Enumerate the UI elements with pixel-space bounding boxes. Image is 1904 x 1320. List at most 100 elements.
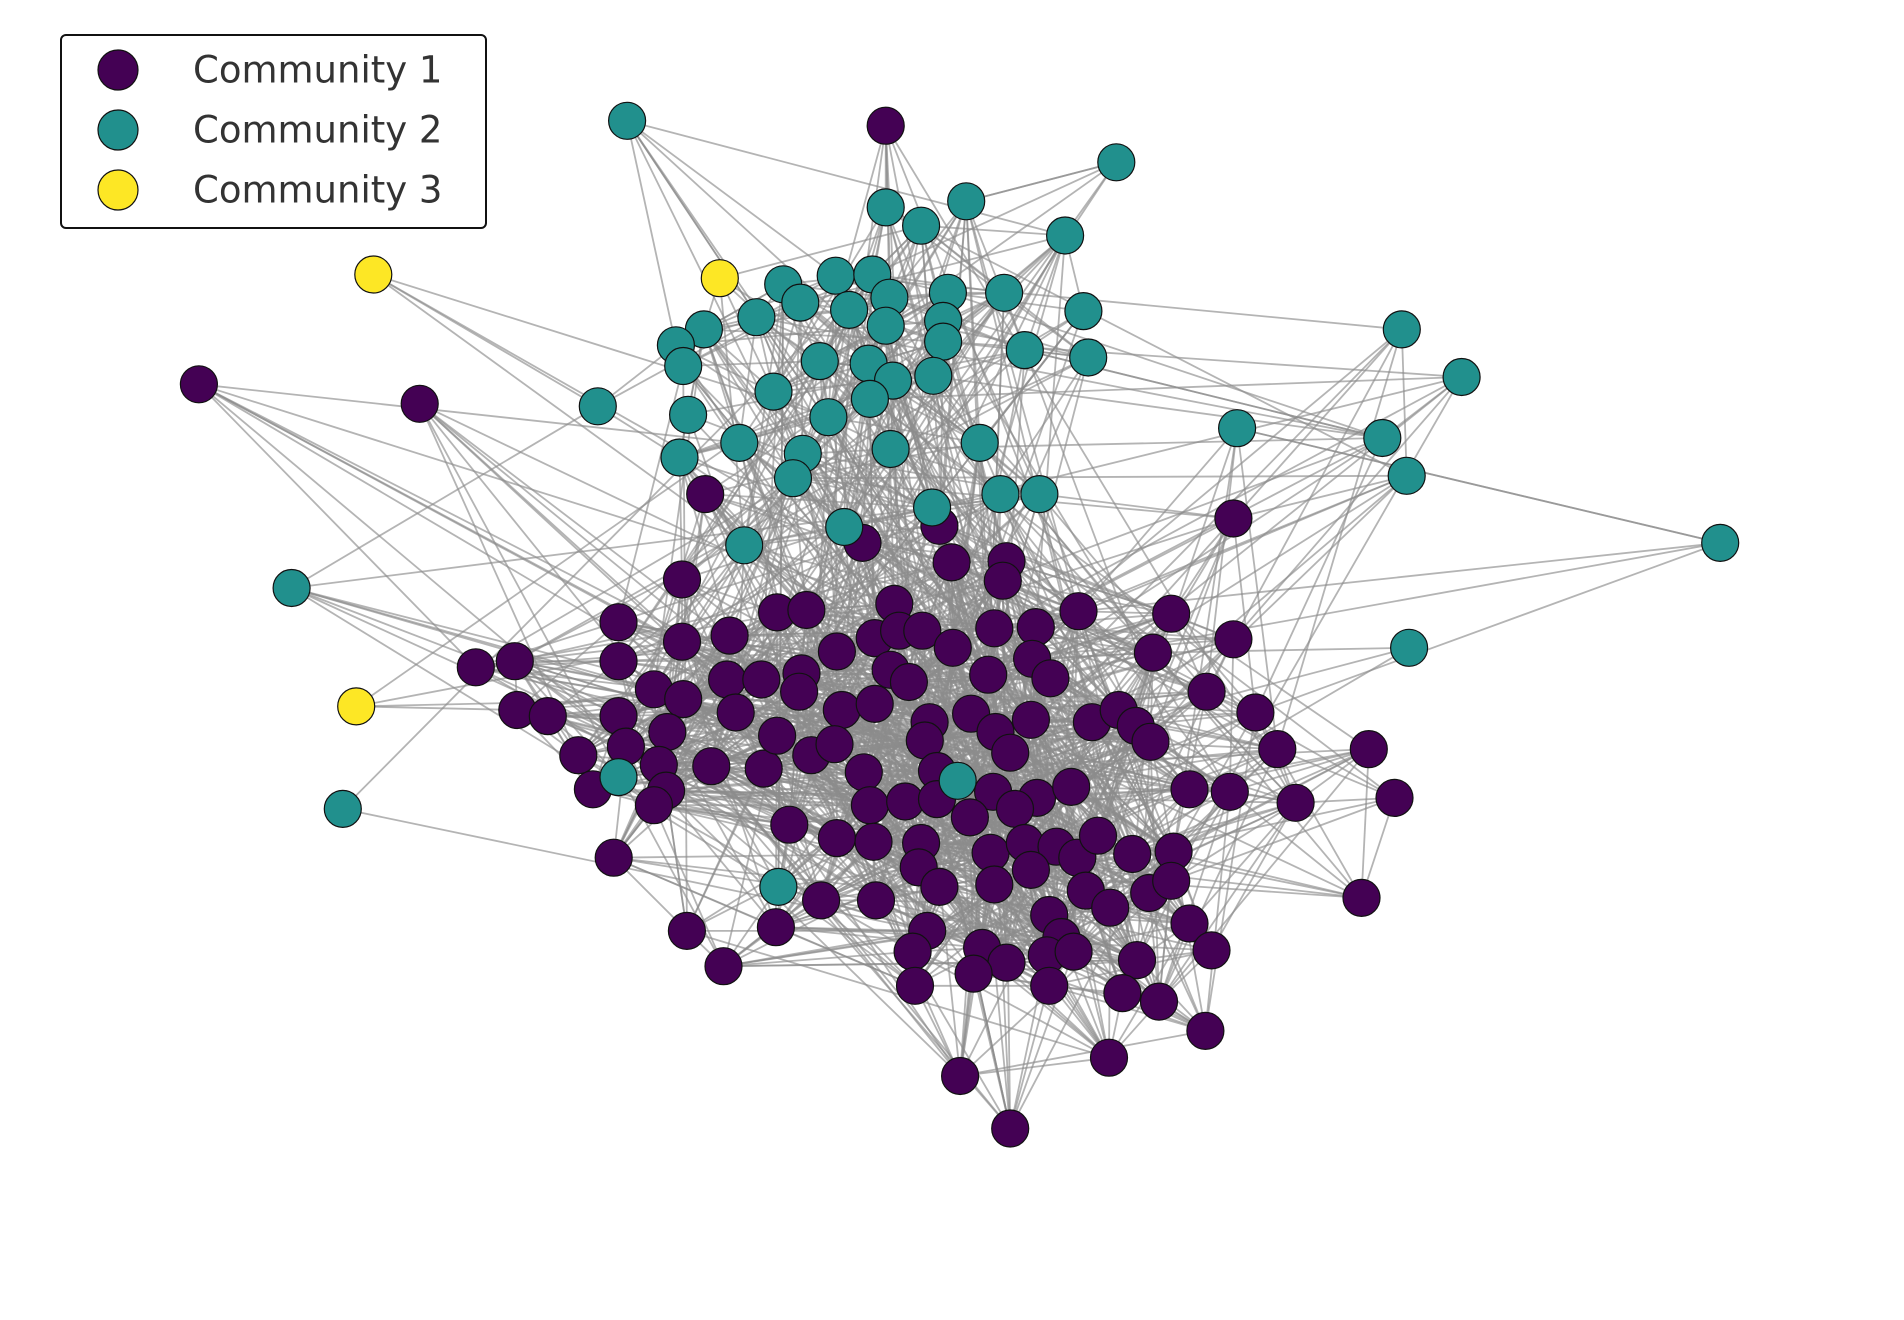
node — [1349, 729, 1388, 769]
edge — [1014, 475, 1408, 810]
node — [866, 188, 905, 227]
edge — [942, 320, 1231, 793]
node — [912, 488, 952, 527]
node — [938, 761, 977, 800]
node — [599, 642, 638, 681]
node — [660, 438, 699, 477]
node — [272, 568, 311, 608]
edge — [198, 383, 740, 444]
edge — [1360, 749, 1370, 898]
node — [704, 947, 743, 986]
node — [1214, 499, 1253, 538]
node — [817, 818, 857, 858]
node — [1276, 783, 1315, 822]
node — [960, 423, 999, 462]
edge — [987, 674, 1099, 837]
edge — [198, 383, 895, 605]
edge — [873, 840, 1362, 899]
edge — [1148, 892, 1207, 1032]
node — [1192, 931, 1231, 970]
node — [634, 786, 674, 825]
node — [725, 526, 764, 565]
edge — [885, 206, 1408, 477]
node — [871, 429, 910, 469]
node — [1059, 592, 1098, 631]
node — [1117, 940, 1157, 980]
edge — [869, 398, 1396, 799]
node — [954, 954, 993, 993]
node — [400, 384, 439, 423]
edge — [665, 789, 961, 1077]
edge — [291, 405, 599, 589]
node — [914, 356, 953, 395]
node — [895, 966, 935, 1005]
edge — [1204, 791, 1231, 1031]
edge — [1023, 349, 1191, 790]
node — [710, 616, 749, 655]
edge — [1229, 748, 1370, 793]
node — [1139, 982, 1179, 1021]
node — [1387, 456, 1426, 495]
edge — [1034, 235, 1066, 628]
edge — [703, 274, 837, 331]
node — [737, 298, 776, 337]
node — [1375, 778, 1414, 818]
edge — [835, 274, 1402, 331]
edge — [355, 292, 949, 708]
node — [940, 1056, 980, 1096]
node — [889, 662, 929, 702]
node — [1097, 143, 1136, 182]
node — [686, 475, 725, 514]
edge — [418, 403, 725, 967]
edge — [291, 587, 779, 888]
node — [801, 881, 841, 920]
edge — [658, 651, 1154, 766]
node — [1091, 888, 1130, 927]
node — [323, 789, 362, 829]
edge — [1205, 428, 1238, 692]
node — [1442, 357, 1481, 397]
node — [969, 655, 1008, 694]
edge — [959, 1030, 1206, 1077]
legend-label: Community 1 — [193, 49, 442, 92]
edge — [938, 201, 968, 526]
edge — [884, 207, 1058, 847]
legend-marker — [97, 169, 139, 211]
edge — [775, 886, 940, 929]
node — [1031, 659, 1070, 698]
node — [744, 749, 783, 788]
node — [844, 753, 883, 792]
node — [1011, 700, 1051, 739]
edge — [1233, 474, 1407, 520]
edge — [1023, 235, 1066, 351]
node — [866, 106, 905, 145]
edge — [1030, 718, 1296, 804]
edge — [931, 376, 1462, 509]
node — [781, 283, 820, 322]
edge — [1158, 748, 1370, 1003]
edge — [1121, 652, 1154, 994]
node — [354, 255, 393, 294]
node — [742, 660, 781, 699]
edge — [1039, 493, 1234, 520]
node — [1187, 672, 1226, 711]
node — [1030, 966, 1069, 1005]
edge — [475, 650, 837, 669]
edge — [1170, 612, 1370, 750]
edge — [678, 457, 683, 580]
legend-marker — [97, 109, 139, 151]
node — [855, 684, 894, 724]
edge — [828, 416, 980, 444]
node — [991, 733, 1030, 772]
node — [1078, 816, 1118, 855]
node — [1186, 1011, 1225, 1051]
nodes — [179, 101, 1740, 1148]
node — [1342, 878, 1381, 918]
node — [779, 672, 819, 711]
edge — [1005, 961, 1110, 1059]
edge — [1077, 427, 1238, 612]
edge — [884, 125, 1213, 951]
node — [829, 290, 869, 329]
edge — [1158, 802, 1297, 1003]
